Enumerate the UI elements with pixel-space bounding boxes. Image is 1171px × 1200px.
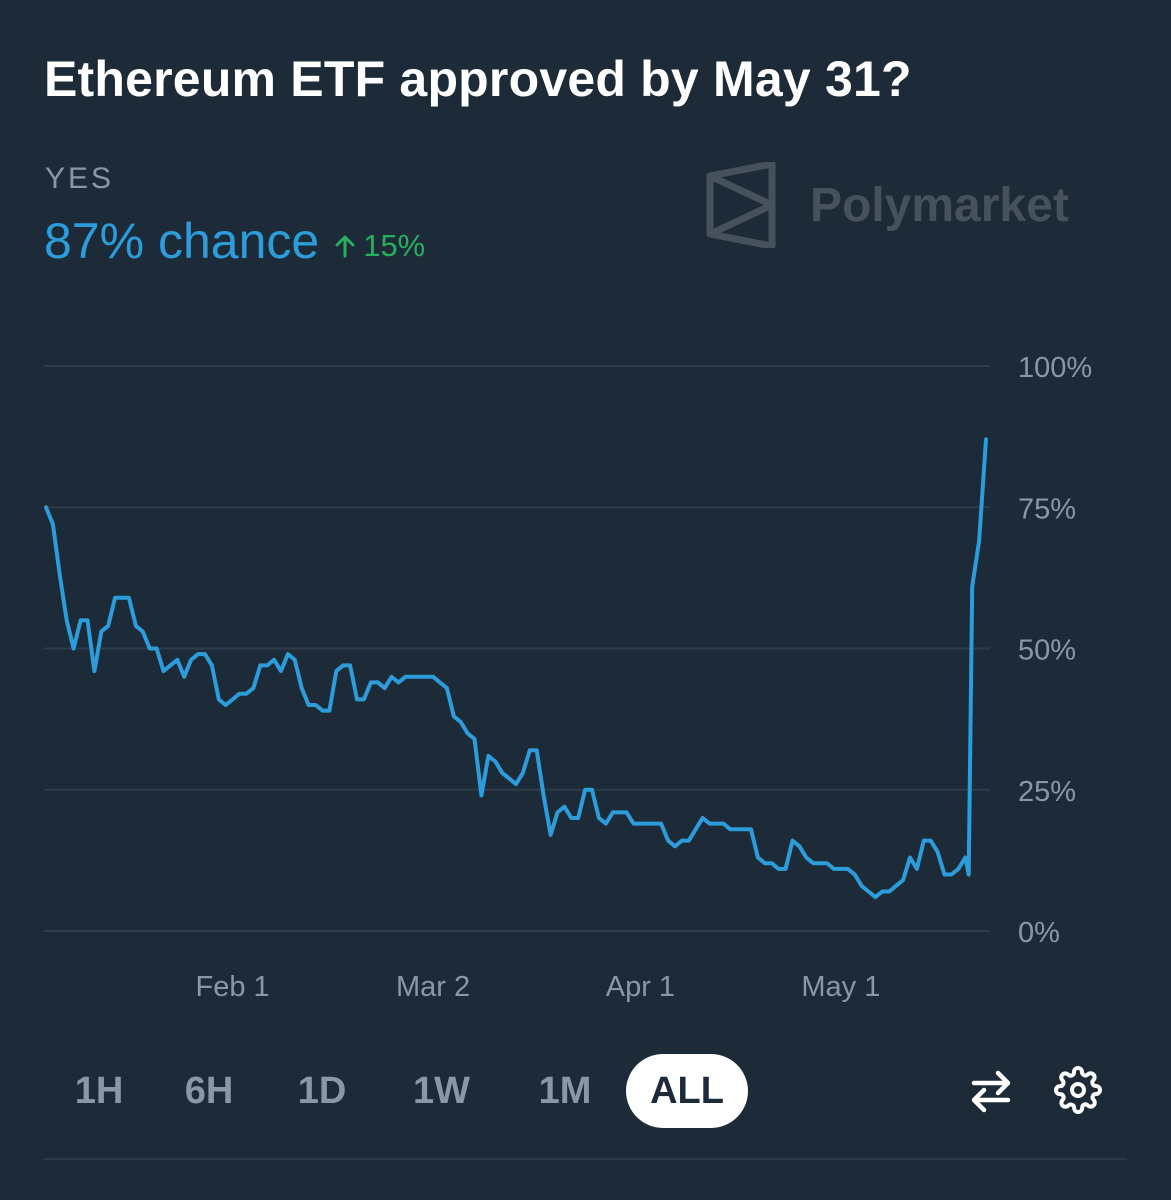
timeframe-all-button[interactable]: ALL	[626, 1054, 748, 1128]
x-tick-label: Mar 2	[396, 971, 470, 1003]
market-title: Ethereum ETF approved by May 31?	[44, 51, 912, 107]
timeframe-6h-button[interactable]: 6H	[184, 1070, 234, 1112]
timeframe-1w-button[interactable]: 1W	[413, 1070, 470, 1112]
delta-value: 15%	[363, 228, 426, 263]
chance-delta: 15%	[335, 228, 425, 264]
x-tick-label: Feb 1	[196, 971, 270, 1003]
y-tick-label: 100%	[1018, 352, 1092, 384]
swap-button[interactable]	[968, 1068, 1014, 1119]
outcome-label: YES	[45, 162, 115, 195]
y-tick-label: 0%	[1018, 917, 1060, 949]
series-line-yes	[44, 437, 988, 900]
x-tick-label: May 1	[801, 971, 880, 1003]
brand-name: Polymarket	[810, 178, 1069, 232]
swap-arrows-icon	[971, 1070, 1011, 1113]
bottom-divider	[44, 1158, 1127, 1160]
arrow-up-icon	[335, 235, 355, 258]
settings-button[interactable]	[1054, 1066, 1102, 1119]
y-tick-label: 50%	[1018, 635, 1076, 667]
chance-value: 87% chance	[44, 213, 320, 269]
x-tick-label: Apr 1	[606, 971, 675, 1003]
polymarket-logo-icon	[706, 162, 776, 248]
y-tick-label: 75%	[1018, 493, 1076, 525]
timeframe-1h-button[interactable]: 1H	[74, 1070, 124, 1112]
chance-row: 87% chance 15%	[44, 212, 425, 270]
timeframe-1m-button[interactable]: 1M	[538, 1070, 592, 1112]
brand-watermark: Polymarket	[704, 162, 1069, 248]
gear-icon	[1054, 1066, 1102, 1114]
price-chart: 100% 75% 50% 25% 0% Feb 1 Mar 2 Apr 1 May 1	[44, 352, 1092, 1003]
y-tick-label: 25%	[1018, 776, 1076, 808]
timeframe-1d-button[interactable]: 1D	[297, 1070, 347, 1112]
